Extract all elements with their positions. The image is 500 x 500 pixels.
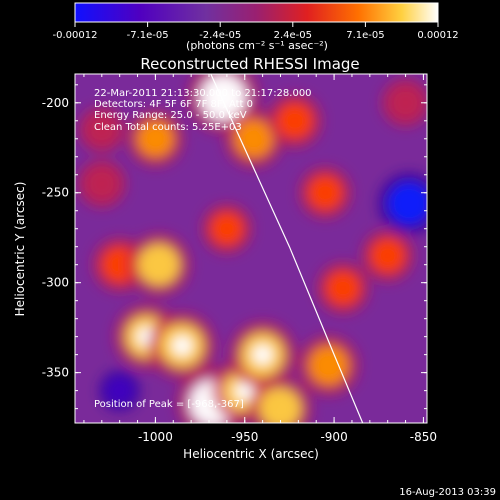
heatmap-blob [325,270,361,306]
chart-title: Reconstructed RHESSI Image [140,55,359,73]
heatmap-blob [307,175,343,211]
colorbar-tick-labels: -0.00012 -7.1e-05 -2.4e-05 2.4e-05 7.1e-05 0.… [53,30,459,41]
y-axis-label: Heliocentric Y (arcsec) [13,182,27,317]
colorbar-tick-label: -7.1e-05 [127,30,169,41]
x-tick-label: -1000 [138,430,173,444]
x-tick-label: -850 [410,430,437,444]
footer-date: 16-Aug-2013 03:39 [399,487,496,498]
annotation-method: Clean Total counts: 5.25E+03 [94,122,242,133]
colorbar-tick-label: -2.4e-05 [199,30,241,41]
heatmap-blob [209,211,244,246]
heatmap-blob [105,376,134,405]
plot-frame [74,73,428,424]
heatmap-blob [137,243,181,286]
y-tick-label: -200 [42,96,69,110]
heatmap-blobs [77,74,427,423]
colorbar-tick-label: 0.00012 [417,30,458,41]
x-axis-ticks: -1000 -950 -900 -850 [83,74,437,444]
colorbar-label: (photons cm⁻² s⁻¹ asec⁻²) [186,39,328,52]
x-tick-label: -950 [231,430,258,444]
heatmap-blob-core [252,344,273,365]
solar-limb-curve [210,74,364,423]
heatmap-blob [308,344,350,386]
y-axis-ticks: -200 -250 -300 -350 [42,84,427,410]
heatmap-blob [136,119,175,158]
y-tick-label: -350 [42,366,69,380]
x-axis-label: Heliocentric X (arcsec) [183,447,319,461]
y-tick-label: -300 [42,276,69,290]
colorbar-ticks [74,22,439,27]
annotation-detectors: Detectors: 4F 5F 6F 7F 8F, Att 0 [94,99,253,110]
heatmap-blob-core [172,335,193,356]
heatmap-blob [276,102,314,140]
heatmap-blob [233,118,274,159]
colorbar-tick-label: -0.00012 [53,30,98,41]
heatmap-blob [389,86,422,120]
heatmap-blob [259,387,302,423]
colorbar [74,2,439,23]
heatmap-blob-core [212,86,235,109]
heatmap-blob [85,167,119,201]
annotation-peak: Position of Peak = [-968,-367] [94,399,244,410]
annotation-time: 22-Mar-2011 21:13:30.000 to 21:17:28.000 [94,88,312,99]
annotation-energy: Energy Range: 25.0 - 50.0 keV [94,110,247,121]
colorbar-tick-label: 7.1e-05 [346,30,384,41]
heatmap-blob [86,114,118,146]
y-tick-label: -250 [42,186,69,200]
heatmap-blob [387,182,427,225]
heatmap-blob [369,237,406,274]
colorbar-tick-label: 2.4e-05 [274,30,312,41]
x-tick-label: -900 [320,430,347,444]
